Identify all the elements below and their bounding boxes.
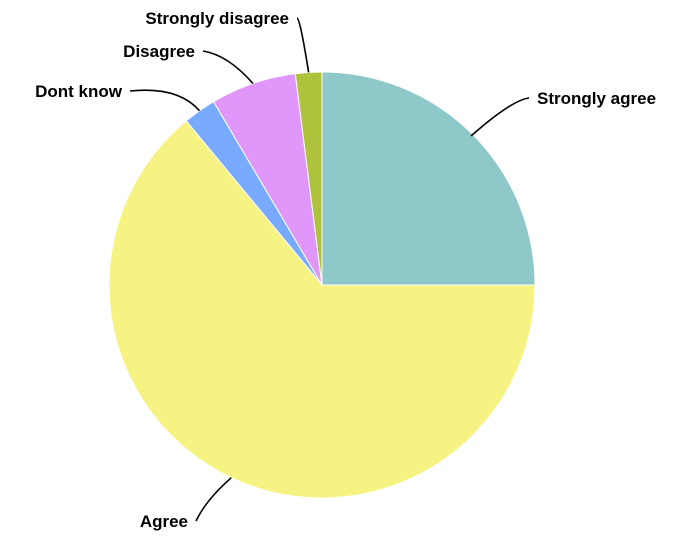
slice-label-strongly-agree: Strongly agree (537, 89, 656, 108)
leader-line-agree (195, 477, 232, 522)
leader-line-dont-know (129, 89, 201, 112)
slice-label-agree: Agree (140, 512, 188, 531)
pie-slices (108, 71, 536, 499)
leader-line-disagree (202, 50, 254, 85)
pie-slice-strongly-agree (321, 71, 536, 286)
leader-line-strongly-disagree (296, 17, 310, 73)
slice-label-dont-know: Dont know (35, 82, 123, 101)
slice-label-disagree: Disagree (123, 42, 195, 61)
slice-label-strongly-disagree: Strongly disagree (145, 9, 289, 28)
leader-line-strongly-agree (470, 97, 530, 137)
leader-lines (129, 17, 530, 522)
pie-slice-agree (108, 120, 536, 499)
pie-slice-strongly-disagree (294, 71, 323, 286)
slice-labels: Strongly agree Agree Dont know Disagree Stro… (35, 9, 656, 531)
